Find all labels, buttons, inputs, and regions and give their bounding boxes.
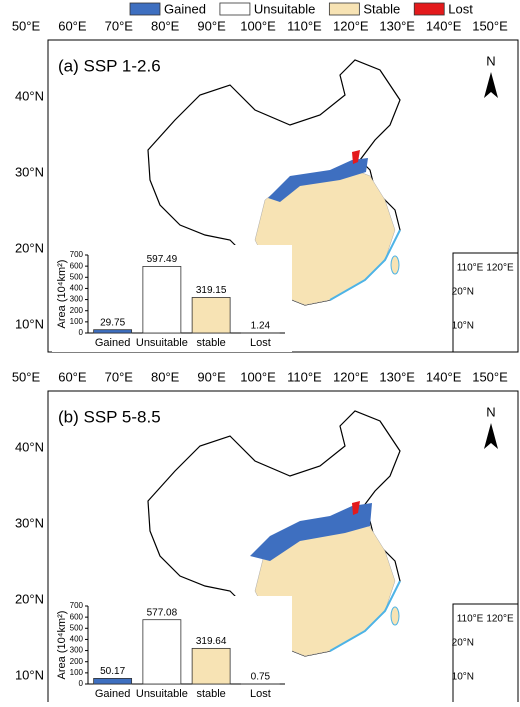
y-tick-label: 500 <box>70 272 84 281</box>
lon-label: 140°E <box>426 369 462 384</box>
lon-label: 140°E <box>426 18 462 33</box>
bar <box>192 297 230 333</box>
legend-swatch <box>220 3 250 15</box>
lon-label: 100°E <box>240 369 276 384</box>
island <box>391 256 399 274</box>
lat-label: 30°N <box>15 515 44 530</box>
lat-label: 20°N <box>15 240 44 255</box>
lon-label: 120°E <box>333 18 369 33</box>
y-tick-label: 400 <box>70 635 84 644</box>
lat-label: 20°N <box>15 591 44 606</box>
lon-label: 150°E <box>472 369 508 384</box>
legend-label: Stable <box>363 1 400 16</box>
lat-label: 10°N <box>15 316 44 331</box>
lon-label: 110°E <box>287 369 322 384</box>
y-axis-title: Area (10⁴km²) <box>56 611 68 680</box>
lat-label: 10°N <box>15 667 44 682</box>
x-tick-label: Unsuitable <box>136 337 188 349</box>
x-tick-label: stable <box>196 337 225 349</box>
lon-label: 50°E <box>12 18 41 33</box>
island <box>391 607 399 625</box>
lon-label: 50°E <box>12 369 41 384</box>
lon-label: 70°E <box>105 18 134 33</box>
y-tick-label: 100 <box>70 317 84 326</box>
legend-label: Gained <box>164 1 206 16</box>
bar <box>94 678 132 684</box>
legend-swatch <box>329 3 359 15</box>
x-tick-label: Gained <box>95 688 130 700</box>
value-label: 319.64 <box>196 636 227 647</box>
lon-label: 110°E <box>287 18 322 33</box>
y-tick-label: 0 <box>79 679 84 688</box>
y-tick-label: 700 <box>70 601 84 610</box>
lon-label: 120°E <box>333 369 369 384</box>
x-tick-label: Unsuitable <box>136 688 188 700</box>
y-tick-label: 300 <box>70 646 84 655</box>
lat-label: 40°N <box>15 88 44 103</box>
lon-label: 60°E <box>58 369 87 384</box>
y-tick-label: 600 <box>70 261 84 270</box>
lon-label: 100°E <box>240 18 276 33</box>
value-label: 319.15 <box>196 285 227 296</box>
bar <box>94 330 132 333</box>
lon-label: 90°E <box>197 369 226 384</box>
inset-lat-label: 10°N <box>452 672 474 683</box>
lon-label: 130°E <box>379 18 415 33</box>
value-label: 577.08 <box>147 607 178 618</box>
value-label: 50.17 <box>100 666 125 677</box>
y-tick-label: 200 <box>70 306 84 315</box>
legend-swatch <box>130 3 160 15</box>
north-label: N <box>486 53 495 68</box>
bar <box>143 266 181 333</box>
lon-label: 80°E <box>151 18 180 33</box>
legend-label: Unsuitable <box>254 1 315 16</box>
bar <box>143 620 181 684</box>
lon-label: 90°E <box>197 18 226 33</box>
lon-label: 70°E <box>105 369 134 384</box>
y-tick-label: 100 <box>70 668 84 677</box>
x-tick-label: Lost <box>250 337 271 349</box>
legend-label: Lost <box>448 1 473 16</box>
lon-label: 150°E <box>472 18 508 33</box>
inset-lon-label: 120°E <box>486 614 514 625</box>
y-tick-label: 0 <box>79 328 84 337</box>
lon-label: 130°E <box>379 369 415 384</box>
inset-lat-label: 10°N <box>452 321 474 332</box>
lat-label: 30°N <box>15 164 44 179</box>
panel-label: (a) SSP 1-2.6 <box>58 56 161 75</box>
y-tick-label: 200 <box>70 657 84 666</box>
inset-lat-label: 20°N <box>452 638 474 649</box>
lon-label: 80°E <box>151 369 180 384</box>
legend-swatch <box>414 3 444 15</box>
lon-label: 60°E <box>58 18 87 33</box>
value-label: 597.49 <box>147 254 178 265</box>
north-label: N <box>486 404 495 419</box>
lat-label: 40°N <box>15 439 44 454</box>
x-tick-label: stable <box>196 688 225 700</box>
value-label: 29.75 <box>100 317 125 328</box>
x-tick-label: Gained <box>95 337 130 349</box>
panel-label: (b) SSP 5-8.5 <box>58 407 161 426</box>
y-tick-label: 400 <box>70 284 84 293</box>
y-axis-title: Area (10⁴km²) <box>56 260 68 329</box>
inset-lat-label: 20°N <box>452 287 474 298</box>
value-label: 0.75 <box>251 672 271 683</box>
y-tick-label: 600 <box>70 612 84 621</box>
x-tick-label: Lost <box>250 688 271 700</box>
y-tick-label: 500 <box>70 623 84 632</box>
inset-lon-label: 110°E <box>457 614 484 625</box>
value-label: 1.24 <box>251 321 271 332</box>
inset-lon-label: 120°E <box>486 263 514 274</box>
bar <box>192 648 230 684</box>
y-tick-label: 300 <box>70 295 84 304</box>
inset-lon-label: 110°E <box>457 263 484 274</box>
y-tick-label: 700 <box>70 250 84 259</box>
